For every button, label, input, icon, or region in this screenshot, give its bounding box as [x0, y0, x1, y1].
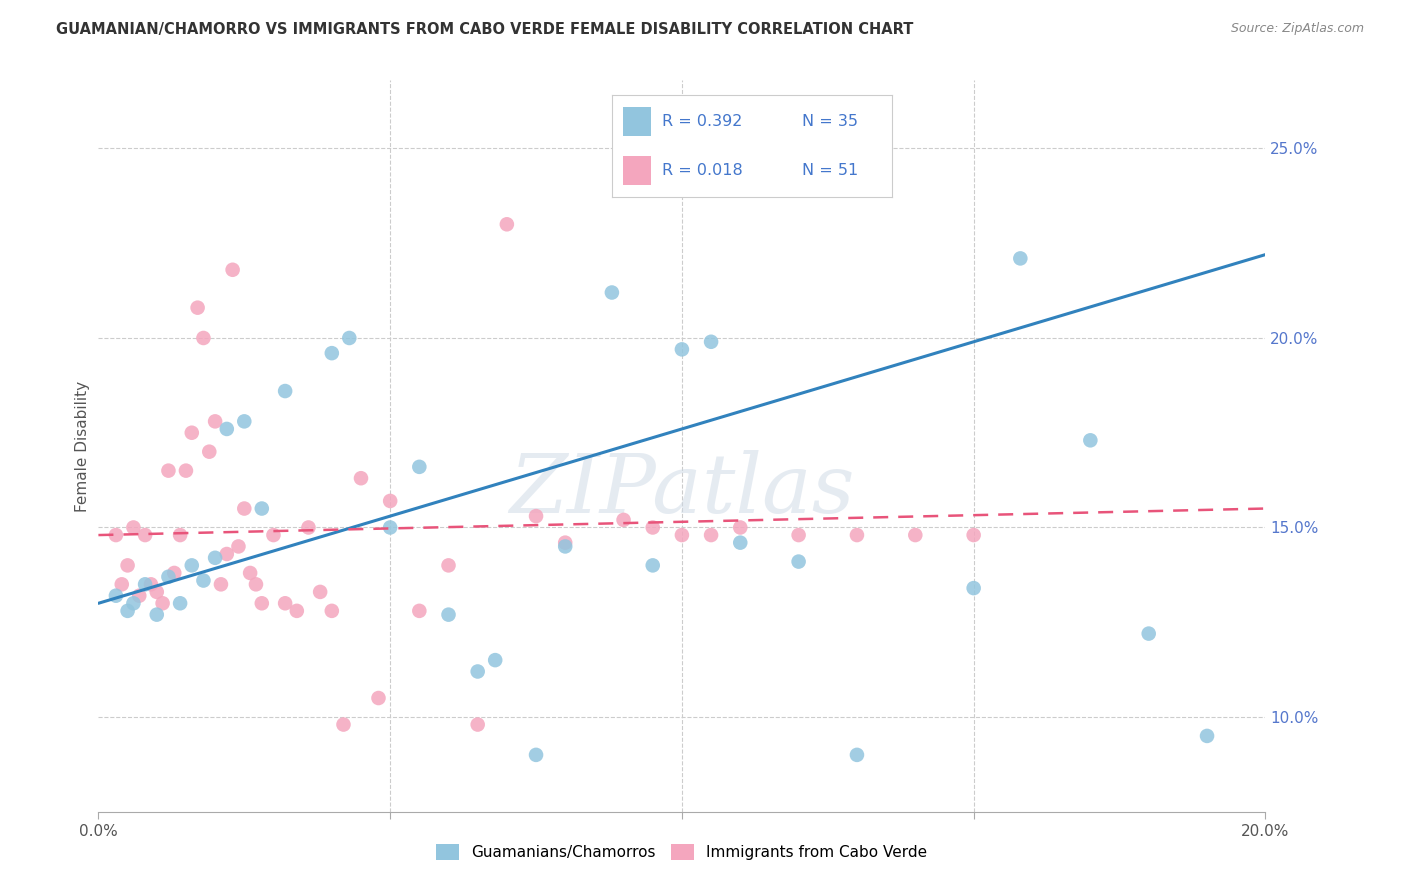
Point — [111, 577, 134, 591]
Point — [163, 566, 186, 580]
Point — [367, 691, 389, 706]
Point — [262, 528, 284, 542]
Point — [845, 747, 868, 762]
Point — [554, 535, 576, 549]
Point — [332, 717, 354, 731]
Point — [104, 589, 127, 603]
Text: ZIPatlas: ZIPatlas — [509, 450, 855, 530]
Point — [204, 550, 226, 565]
Point — [321, 604, 343, 618]
Point — [962, 528, 984, 542]
Point — [378, 494, 402, 508]
Point — [122, 520, 145, 534]
Point — [845, 528, 868, 542]
Point — [221, 262, 243, 277]
Point — [309, 585, 332, 599]
Point — [193, 331, 215, 345]
Point — [187, 301, 209, 315]
Point — [437, 607, 460, 622]
Point — [437, 558, 460, 573]
Point — [904, 528, 927, 542]
Point — [484, 653, 506, 667]
Point — [350, 471, 373, 485]
Point — [285, 604, 308, 618]
Point — [467, 665, 489, 679]
Point — [122, 596, 145, 610]
Point — [274, 596, 297, 610]
Point — [152, 596, 174, 610]
Text: GUAMANIAN/CHAMORRO VS IMMIGRANTS FROM CABO VERDE FEMALE DISABILITY CORRELATION C: GUAMANIAN/CHAMORRO VS IMMIGRANTS FROM CA… — [56, 22, 914, 37]
Point — [728, 535, 751, 549]
Point — [139, 577, 162, 591]
Y-axis label: Female Disability: Female Disability — [75, 380, 90, 512]
Point — [157, 464, 180, 478]
Point — [408, 459, 430, 474]
Legend: Guamanians/Chamorros, Immigrants from Cabo Verde: Guamanians/Chamorros, Immigrants from Ca… — [430, 838, 934, 866]
Point — [215, 422, 238, 436]
Point — [337, 331, 360, 345]
Point — [215, 547, 238, 561]
Point — [180, 558, 202, 573]
Point — [321, 346, 343, 360]
Point — [169, 596, 191, 610]
Point — [787, 528, 810, 542]
Point — [233, 414, 256, 428]
Point — [204, 414, 226, 428]
Point — [297, 520, 319, 534]
Point — [157, 570, 180, 584]
Point — [1137, 626, 1160, 640]
Point — [134, 528, 156, 542]
Point — [146, 607, 169, 622]
Point — [495, 217, 517, 231]
Point — [117, 558, 139, 573]
Point — [228, 540, 250, 554]
Point — [378, 520, 402, 534]
Point — [274, 384, 297, 398]
Point — [250, 596, 273, 610]
Point — [728, 520, 751, 534]
Point — [128, 589, 150, 603]
Point — [245, 577, 267, 591]
Point — [146, 585, 169, 599]
Point — [1010, 252, 1032, 266]
Point — [641, 558, 664, 573]
Point — [700, 334, 723, 349]
Point — [169, 528, 191, 542]
Point — [554, 540, 576, 554]
Point — [524, 509, 547, 524]
Point — [174, 464, 197, 478]
Point — [180, 425, 202, 440]
Point — [1195, 729, 1218, 743]
Point — [104, 528, 127, 542]
Point — [233, 501, 256, 516]
Point — [467, 717, 489, 731]
Point — [198, 444, 221, 458]
Point — [250, 501, 273, 516]
Point — [612, 513, 634, 527]
Point — [209, 577, 232, 591]
Text: Source: ZipAtlas.com: Source: ZipAtlas.com — [1230, 22, 1364, 36]
Point — [671, 343, 693, 357]
Point — [408, 604, 430, 618]
Point — [700, 528, 723, 542]
Point — [134, 577, 156, 591]
Point — [239, 566, 262, 580]
Point — [962, 581, 984, 595]
Point — [117, 604, 139, 618]
Point — [193, 574, 215, 588]
Point — [600, 285, 623, 300]
Point — [524, 747, 547, 762]
Point — [787, 555, 810, 569]
Point — [641, 520, 664, 534]
Point — [1080, 434, 1102, 448]
Point — [671, 528, 693, 542]
